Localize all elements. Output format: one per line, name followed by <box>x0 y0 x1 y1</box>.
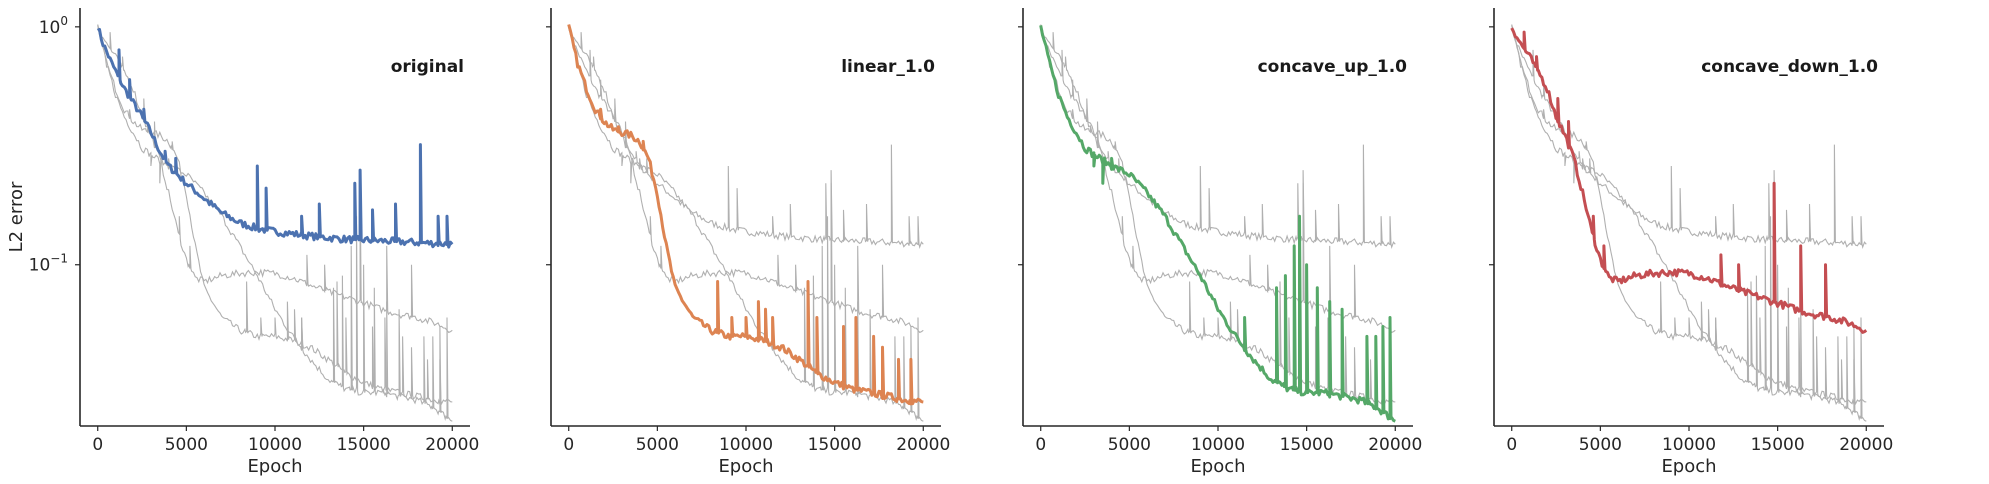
x-axis-label: Epoch <box>1190 456 1245 477</box>
series-line-concave-up-1-0-background <box>97 25 453 422</box>
x-tick-label: 20000 <box>1839 435 1893 455</box>
x-tick-label: 5000 <box>1108 435 1151 455</box>
x-tick-label: 5000 <box>165 435 208 455</box>
series-line-concave-up-1-0-background <box>1511 25 1867 422</box>
panel-linear-1-0: 0 5000 10000 15000 20000 Epoch linear_1.0 <box>546 8 950 477</box>
x-tick-label: 0 <box>92 435 103 455</box>
panel-original: 0 5000 10000 15000 20000 Epoch 100 10−1 original <box>29 8 479 477</box>
x-axis-label: Epoch <box>247 456 302 477</box>
panel-concave-down-1-0: 0 5000 10000 15000 20000 Epoch concave_down_1.… <box>1489 8 1893 477</box>
panel-concave-up-1-0: 0 5000 10000 15000 20000 Epoch concave_up_1.0 <box>1018 8 1422 477</box>
panel-title: original <box>391 57 464 77</box>
x-tick-label: 10000 <box>1662 435 1716 455</box>
x-tick-label: 0 <box>563 435 574 455</box>
x-tick-label: 20000 <box>1368 435 1422 455</box>
series-line-concave-up-1-0 <box>1039 25 1396 423</box>
series-line-linear-1-0 <box>567 24 924 406</box>
x-tick-label: 15000 <box>337 435 391 455</box>
x-tick-label: 5000 <box>636 435 679 455</box>
panel-title: concave_up_1.0 <box>1258 57 1408 77</box>
x-tick-label: 20000 <box>425 435 479 455</box>
panel-title: linear_1.0 <box>841 57 935 77</box>
x-tick-label: 10000 <box>1191 435 1245 455</box>
x-axis-label: Epoch <box>718 456 773 477</box>
x-tick-label: 5000 <box>1579 435 1622 455</box>
x-tick-label: 0 <box>1035 435 1046 455</box>
series-line-concave-down-1-0-background <box>1040 27 1396 334</box>
x-tick-label: 15000 <box>1751 435 1805 455</box>
x-tick-label: 15000 <box>1280 435 1334 455</box>
series-line-concave-down-1-0 <box>1510 27 1868 334</box>
x-tick-label: 10000 <box>248 435 302 455</box>
series-line-original <box>96 27 454 249</box>
x-tick-label: 15000 <box>808 435 862 455</box>
y-axis-label: L2 error <box>6 181 27 252</box>
panel-title: concave_down_1.0 <box>1701 57 1878 77</box>
x-tick-label: 10000 <box>719 435 773 455</box>
x-tick-label: 20000 <box>896 435 950 455</box>
x-axis-label: Epoch <box>1661 456 1716 477</box>
y-tick-label: 100 <box>39 14 68 38</box>
x-tick-label: 0 <box>1506 435 1517 455</box>
series-line-concave-up-1-0-background <box>568 25 924 422</box>
y-tick-label: 10−1 <box>29 252 68 276</box>
